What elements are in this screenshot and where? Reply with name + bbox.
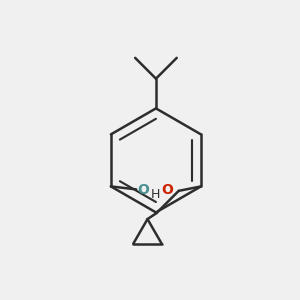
Text: O: O	[138, 183, 149, 197]
Text: H: H	[150, 188, 160, 201]
Text: O: O	[161, 183, 173, 197]
